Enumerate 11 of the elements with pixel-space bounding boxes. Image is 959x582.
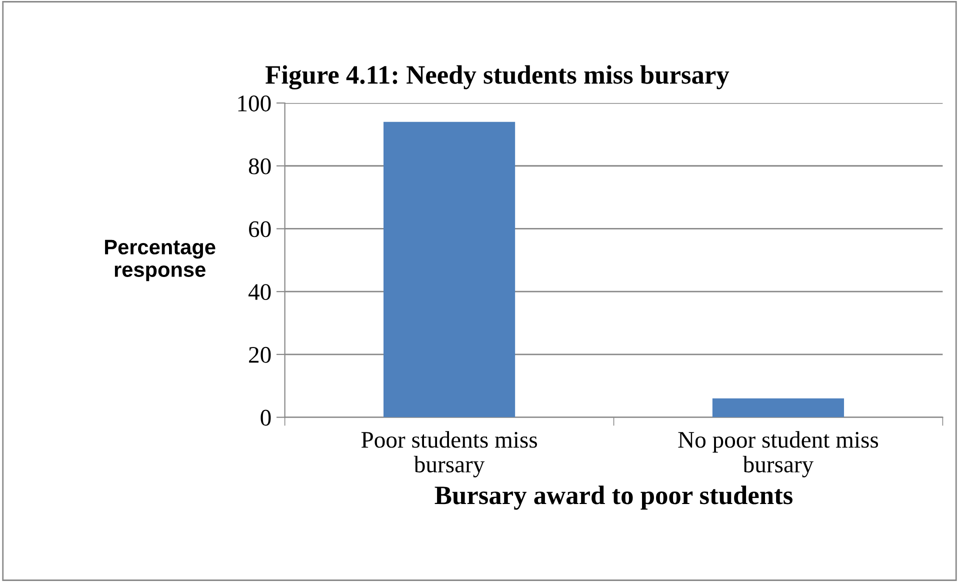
y-tick-label: 60: [249, 221, 271, 238]
y-axis-title: Percentage response: [105, 240, 216, 282]
y-tick-label: 20: [249, 346, 271, 363]
y-tick-label: 80: [248, 158, 271, 174]
x-axis-title: Bursary award to poor students: [434, 486, 792, 510]
chart-title: Figure 4.11: Needy students miss bursary: [266, 65, 730, 90]
y-tick-label: 40: [248, 284, 271, 300]
x-tick-label: Poor students miss bursary: [361, 431, 537, 478]
y-tick-label: 0: [260, 410, 271, 426]
x-tick-label: No poor student miss bursary: [678, 431, 878, 478]
y-tick-label: 100: [238, 96, 271, 112]
